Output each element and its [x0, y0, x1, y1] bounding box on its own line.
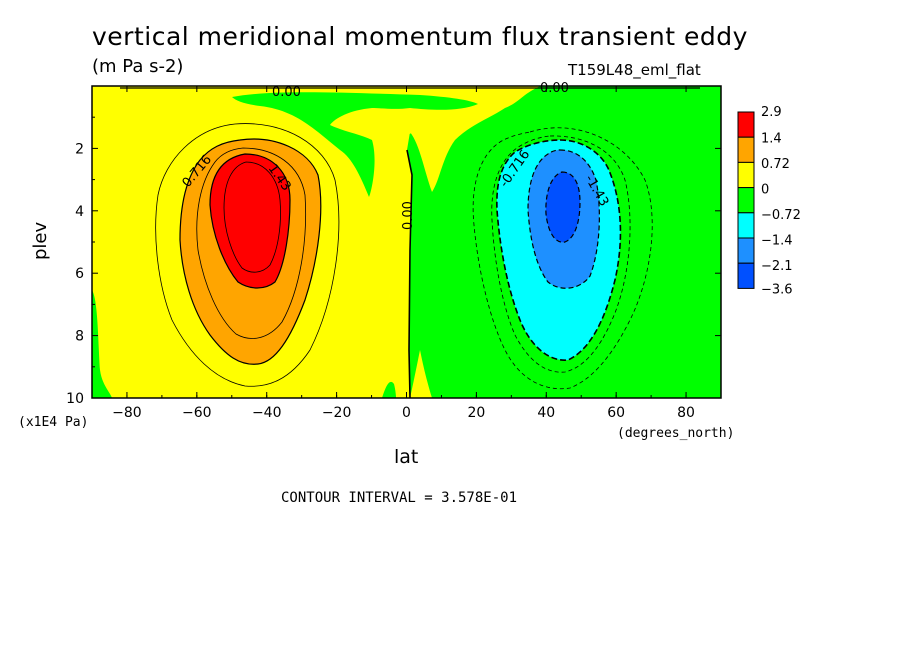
negative-lobe-215 — [545, 172, 580, 243]
colorbar-label: −0.72 — [761, 208, 801, 223]
contour-neg-072 — [496, 139, 622, 361]
axes: −80 −60 −40 −20 0 20 40 60 80 2 4 6 8 10 — [66, 86, 722, 421]
run-id-label: T159L48_eml_flat — [568, 61, 701, 79]
colorbar-label: 1.4 — [761, 132, 782, 147]
contour-zero-eq — [406, 149, 413, 398]
colorbar-label: −2.1 — [761, 259, 793, 274]
colorbar-swatch — [737, 212, 755, 239]
negative-region-ground — [382, 381, 396, 398]
x-tick-label: 20 — [467, 405, 485, 421]
colorbar-swatch — [737, 187, 755, 214]
y-axis-units: (x1E4 Pa) — [18, 415, 89, 430]
colorbar-swatch — [737, 136, 755, 163]
positive-lobe-143 — [210, 154, 290, 288]
colorbar-label: 2.9 — [761, 105, 782, 120]
y-tick-label: 4 — [75, 204, 84, 220]
x-tick-label: 80 — [677, 405, 695, 421]
y-tick-label: 6 — [75, 266, 84, 282]
filled-contours — [92, 86, 721, 398]
contour-pos-core — [223, 161, 281, 273]
negative-region-sp — [92, 290, 112, 398]
colorbar-label: −3.6 — [761, 283, 793, 298]
colorbar-swatch — [737, 161, 755, 189]
x-tick-label: −80 — [112, 405, 142, 421]
contour-pos-outer — [155, 123, 340, 387]
contour-interval-label: CONTOUR INTERVAL = 3.578E-01 — [281, 490, 518, 506]
chart-units: (m Pa s-2) — [92, 56, 184, 77]
contour-neg-143 — [527, 149, 600, 289]
contour-pos-143 — [209, 153, 291, 289]
contour-neg-outer2 — [491, 135, 631, 373]
colorbar-label: 0 — [761, 183, 769, 198]
colorbar-label: 0.72 — [761, 157, 790, 172]
contour-label: 0.00 — [272, 85, 301, 100]
colorbar-swatch — [737, 237, 755, 264]
contour-neg-outer — [472, 127, 653, 390]
x-tick-label: 60 — [607, 405, 625, 421]
colorbar-swatch — [737, 111, 755, 138]
colorbar-swatch — [737, 262, 755, 289]
negative-region-upper — [232, 92, 478, 197]
contour-neg-core — [545, 171, 581, 243]
contour-pos-072 — [179, 138, 322, 365]
x-tick-label: 40 — [537, 405, 555, 421]
y-tick-label: 8 — [75, 329, 84, 345]
y-tick-label: 10 — [66, 391, 84, 407]
x-tick-label: −40 — [252, 405, 282, 421]
x-axis-units: (degrees_north) — [617, 426, 735, 441]
x-tick-label: −60 — [182, 405, 212, 421]
contour-pos-inner — [196, 147, 306, 339]
positive-region-ground — [410, 350, 432, 398]
contour-label: 0.00 — [401, 201, 416, 230]
x-tick-label: −20 — [322, 405, 352, 421]
positive-region-near-eq — [392, 111, 420, 134]
chart-title: vertical meridional momentum flux transi… — [92, 22, 748, 51]
x-axis-label: lat — [394, 446, 419, 468]
contour-lines — [120, 87, 700, 398]
colorbar: 2.9 1.4 0.72 0 −0.72 −1.4 −2.1 −3.6 — [737, 105, 801, 298]
contour-label: 0.00 — [540, 81, 569, 96]
colorbar-label: −1.4 — [761, 234, 793, 249]
y-tick-label: 2 — [75, 141, 84, 157]
x-tick-label: 0 — [402, 405, 411, 421]
